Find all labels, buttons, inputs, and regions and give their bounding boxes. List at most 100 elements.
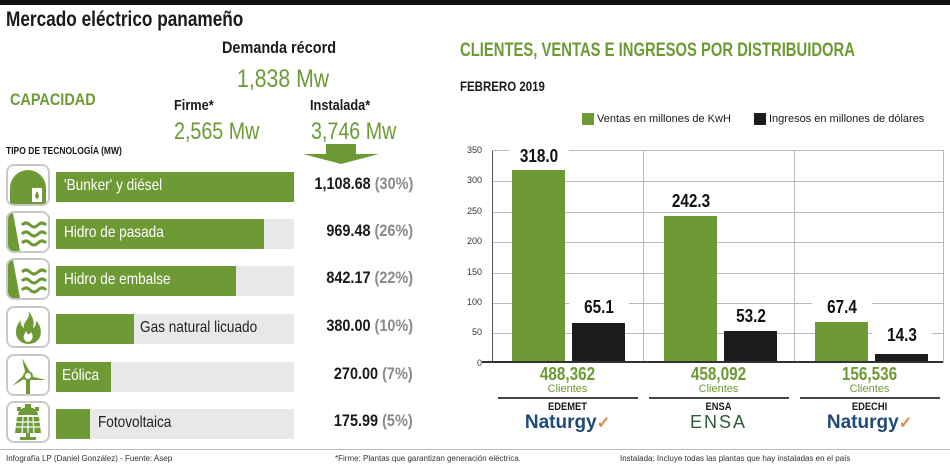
capacity-bar-track: Hidro de pasada	[56, 219, 294, 249]
y-tick: 300	[466, 175, 482, 185]
capacity-row: Fotovoltaica 175.99 (5%)	[6, 401, 421, 443]
bar-ingresos-edechi	[875, 354, 928, 363]
capacity-value: 270.00 (7%)	[334, 364, 413, 383]
capacidad-heading: CAPACIDAD	[10, 90, 96, 109]
capacity-bar	[56, 219, 264, 249]
firme-label: Firme*	[174, 97, 214, 114]
capacity-row: Eólica 270.00 (7%)	[6, 354, 421, 396]
bar-value: 242.3	[661, 191, 721, 212]
bar-ventas-ensa	[664, 216, 717, 363]
distribuidora-ensa: 458,092 Clientes ENSA ENSA	[643, 364, 794, 433]
wind-turbine-icon	[6, 354, 50, 396]
group-divider	[643, 151, 644, 363]
y-tick: 100	[466, 297, 482, 307]
note-instalada: Instalada: Incluye todas las plantas que…	[620, 454, 851, 463]
distribuidora-name: EDEMET	[548, 401, 587, 413]
dam-waves-icon	[6, 258, 50, 300]
tipo-tecnologia-label: TIPO DE TECNOLOGÍA (MW)	[6, 146, 122, 157]
chart-title: CLIENTES, VENTAS E INGRESOS POR DISTRIBU…	[460, 40, 855, 61]
page-title: Mercado eléctrico panameño	[6, 8, 244, 31]
legend-swatch-green	[582, 113, 594, 125]
capacity-bar	[56, 362, 111, 392]
capacity-bar-track: Gas natural licuado	[56, 314, 294, 344]
distribuidora-name: ENSA	[705, 401, 732, 413]
solar-panel-icon	[6, 401, 50, 443]
capacity-value: 969.48 (26%)	[326, 221, 413, 240]
demanda-label: Demanda récord	[222, 38, 337, 57]
gridline	[492, 273, 943, 274]
capacity-bar	[56, 172, 294, 202]
distribuidora-edechi: 156,536 Clientes EDECHI Naturgy✓	[794, 364, 945, 434]
clientes-count: 488,362	[539, 364, 596, 384]
bar-chart-plot: 318.0 65.1 242.3 53.2 67.4 14.3	[482, 146, 944, 363]
y-tick: 350	[466, 145, 482, 155]
instalada-label: Instalada*	[310, 97, 371, 114]
capacity-bar-track: Hidro de embalse	[56, 266, 294, 296]
ensa-logo: ENSA	[689, 412, 748, 432]
chart-subtitle: FEBRERO 2019	[460, 78, 545, 94]
naturgy-flame-icon: ✓	[596, 415, 611, 432]
clientes-label: Clientes	[849, 383, 890, 395]
capacity-bar-label: Fotovoltaica	[98, 414, 172, 431]
y-axis	[492, 151, 493, 363]
capacity-value: 175.99 (5%)	[334, 411, 413, 430]
naturgy-flame-icon: ✓	[898, 415, 913, 432]
bar-ventas-edechi	[815, 322, 868, 363]
legend-swatch-black	[754, 113, 766, 125]
x-axis	[482, 361, 943, 363]
gridline	[492, 212, 943, 213]
bar-value: 318.0	[509, 146, 569, 167]
capacity-bar-label: 'Bunker' y diésel	[64, 177, 163, 194]
capacity-row: Hidro de embalse 842.17 (22%)	[6, 258, 421, 300]
footer-divider	[0, 449, 950, 450]
flame-icon	[6, 306, 50, 348]
capacity-bar-track: Fotovoltaica	[56, 409, 294, 439]
water-waves-icon	[6, 211, 50, 253]
divider	[799, 397, 940, 399]
y-tick: 50	[471, 327, 482, 337]
note-firme: *Firme: Plantas que garantizan generació…	[335, 454, 521, 463]
naturgy-logo: Naturgy✓	[826, 412, 913, 433]
capacity-bar-track: 'Bunker' y diésel	[56, 172, 294, 202]
capacity-bar	[56, 314, 134, 344]
capacity-row: Gas natural licuado 380.00 (10%)	[6, 306, 421, 348]
instalada-value: 3,746 Mw	[311, 118, 397, 145]
divider	[497, 397, 638, 399]
capacity-bar-label: Eólica	[62, 367, 100, 384]
bar-value: 53.2	[721, 306, 781, 327]
capacity-bar-label: Hidro de embalse	[64, 271, 171, 288]
capacity-value: 842.17 (22%)	[326, 268, 413, 287]
clientes-count: 156,536	[841, 364, 898, 384]
credit-text: Infografía LP (Daniel González) - Fuente…	[6, 454, 173, 463]
gridline	[492, 242, 943, 243]
firme-value: 2,565 Mw	[174, 118, 260, 145]
clientes-label: Clientes	[547, 383, 588, 395]
capacity-bar-label: Hidro de pasada	[64, 224, 164, 241]
capacity-value: 1,108.68 (30%)	[314, 174, 413, 193]
distribuidora-name: EDECHI	[851, 401, 888, 413]
capacity-bar	[56, 409, 90, 439]
group-divider	[794, 151, 795, 363]
bar-ventas-edemet	[512, 170, 565, 363]
gridline	[492, 333, 943, 334]
bar-value: 65.1	[569, 297, 629, 318]
bar-ingresos-edemet	[572, 323, 625, 363]
gridline	[492, 303, 943, 304]
legend-item-ventas: Ventas en millones de KwH	[582, 113, 731, 125]
y-tick: 250	[466, 206, 482, 216]
legend-item-ingresos: Ingresos en millones de dólares	[754, 113, 924, 125]
capacity-bar-label: Gas natural licuado	[140, 319, 258, 336]
capacity-bar-track: Eólica	[56, 362, 294, 392]
bar-value: 67.4	[812, 297, 872, 318]
y-tick: 150	[466, 267, 482, 277]
demanda-value: 1,838 Mw	[237, 65, 330, 93]
y-tick: 0	[476, 358, 482, 368]
capacity-row: Hidro de pasada 969.48 (26%)	[6, 211, 421, 253]
naturgy-logo: Naturgy✓	[524, 412, 611, 433]
capacity-value: 380.00 (10%)	[326, 316, 413, 335]
y-tick: 200	[466, 236, 482, 246]
top-border	[0, 0, 950, 5]
oil-plant-icon	[6, 164, 50, 206]
capacity-bar	[56, 266, 236, 296]
bar-value: 14.3	[872, 325, 932, 346]
